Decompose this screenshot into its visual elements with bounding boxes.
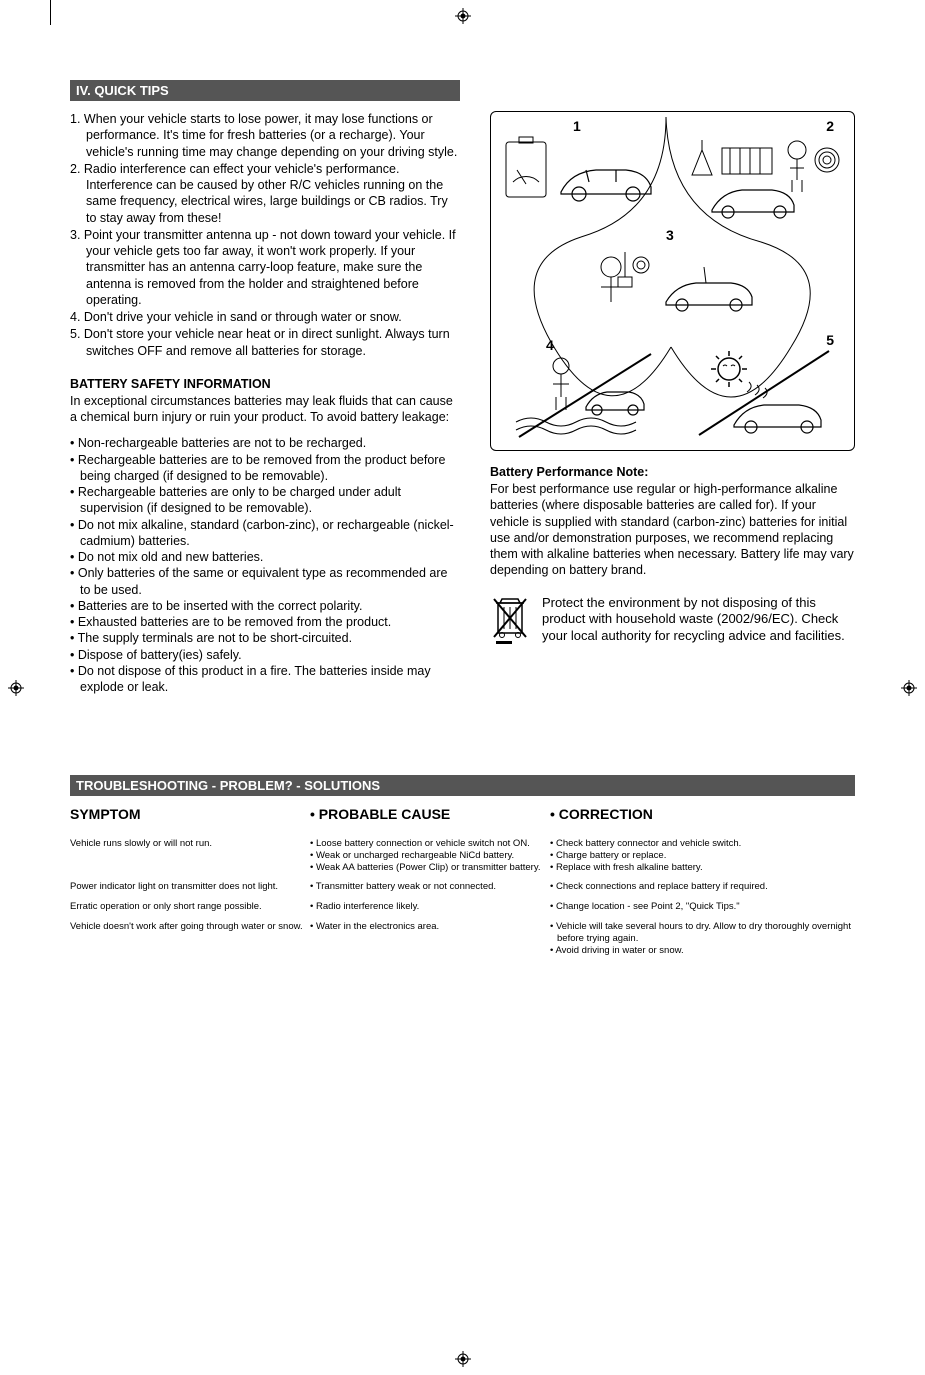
troubleshoot-body: Vehicle runs slowly or will not run.• Lo… bbox=[70, 838, 855, 957]
safety-bullet: • Exhausted batteries are to be removed … bbox=[70, 614, 460, 630]
interference-icon bbox=[682, 130, 842, 225]
ts-row: Vehicle runs slowly or will not run.• Lo… bbox=[70, 838, 855, 874]
safety-bullet: • The supply terminals are not to be sho… bbox=[70, 630, 460, 646]
safety-bullet: • Only batteries of the same or equivale… bbox=[70, 565, 460, 598]
safety-bullet: • Dispose of battery(ies) safely. bbox=[70, 647, 460, 663]
battery-safety-list: • Non-rechargeable batteries are not to … bbox=[70, 435, 460, 695]
safety-bullet: • Non-rechargeable batteries are not to … bbox=[70, 435, 460, 451]
diagram-number: 3 bbox=[666, 227, 674, 243]
ts-heading-cause: • PROBABLE CAUSE bbox=[310, 806, 550, 824]
performance-note-heading: Battery Performance Note: bbox=[490, 465, 855, 479]
battery-safety-heading: BATTERY SAFETY INFORMATION bbox=[70, 377, 460, 391]
weee-bin-icon bbox=[490, 595, 530, 650]
tips-diagram: 1 2 bbox=[490, 111, 855, 451]
ts-symptom: Vehicle doesn't work after going through… bbox=[70, 921, 310, 957]
tip-item: 4. Don't drive your vehicle in sand or t… bbox=[70, 309, 460, 325]
ts-correction: • Check battery connector and vehicle sw… bbox=[550, 838, 855, 874]
ts-row: Vehicle doesn't work after going through… bbox=[70, 921, 855, 957]
tip-item: 1. When your vehicle starts to lose powe… bbox=[70, 111, 460, 160]
antenna-up-icon bbox=[586, 247, 766, 327]
ts-cause: • Loose battery connection or vehicle sw… bbox=[310, 838, 550, 874]
ts-correction: • Vehicle will take several hours to dry… bbox=[550, 921, 855, 957]
tip-item: 5. Don't store your vehicle near heat or… bbox=[70, 326, 460, 359]
performance-note-text: For best performance use regular or high… bbox=[490, 481, 855, 579]
registration-mark-icon bbox=[901, 680, 917, 696]
registration-mark-icon bbox=[455, 1351, 471, 1367]
section-header-quick-tips: IV. QUICK TIPS bbox=[70, 80, 460, 101]
ts-symptom: Erratic operation or only short range po… bbox=[70, 901, 310, 913]
ts-heading-correction: • CORRECTION bbox=[550, 806, 855, 824]
diagram-number: 5 bbox=[826, 332, 834, 348]
ts-symptom: Power indicator light on transmitter doe… bbox=[70, 881, 310, 893]
tip-item: 3. Point your transmitter antenna up - n… bbox=[70, 227, 460, 308]
no-sun-icon bbox=[689, 347, 839, 442]
quick-tips-list: 1. When your vehicle starts to lose powe… bbox=[70, 111, 460, 359]
environment-text: Protect the environment by not disposing… bbox=[542, 595, 855, 646]
no-water-sand-icon bbox=[511, 352, 661, 442]
section-header-troubleshooting: TROUBLESHOOTING - PROBLEM? - SOLUTIONS bbox=[70, 775, 855, 796]
safety-bullet: • Do not dispose of this product in a fi… bbox=[70, 663, 460, 696]
tip-item: 2. Radio interference can effect your ve… bbox=[70, 161, 460, 226]
registration-mark-icon bbox=[8, 680, 24, 696]
ts-correction: • Check connections and replace battery … bbox=[550, 881, 855, 893]
safety-bullet: • Rechargeable batteries are to be remov… bbox=[70, 452, 460, 485]
safety-bullet: • Do not mix old and new batteries. bbox=[70, 549, 460, 565]
battery-safety-intro: In exceptional circumstances batteries m… bbox=[70, 393, 460, 426]
ts-correction: • Change location - see Point 2, "Quick … bbox=[550, 901, 855, 913]
ts-row: Power indicator light on transmitter doe… bbox=[70, 881, 855, 893]
ts-heading-symptom: SYMPTOM bbox=[70, 806, 310, 824]
ts-cause: • Radio interference likely. bbox=[310, 901, 550, 913]
ts-symptom: Vehicle runs slowly or will not run. bbox=[70, 838, 310, 874]
ts-cause: • Transmitter battery weak or not connec… bbox=[310, 881, 550, 893]
registration-mark-icon bbox=[455, 8, 471, 24]
ts-row: Erratic operation or only short range po… bbox=[70, 901, 855, 913]
diagram-number: 4 bbox=[546, 337, 554, 353]
safety-bullet: • Rechargeable batteries are only to be … bbox=[70, 484, 460, 517]
safety-bullet: • Batteries are to be inserted with the … bbox=[70, 598, 460, 614]
safety-bullet: • Do not mix alkaline, standard (carbon-… bbox=[70, 517, 460, 550]
crop-mark-icon bbox=[50, 0, 51, 25]
ts-cause: • Water in the electronics area. bbox=[310, 921, 550, 957]
